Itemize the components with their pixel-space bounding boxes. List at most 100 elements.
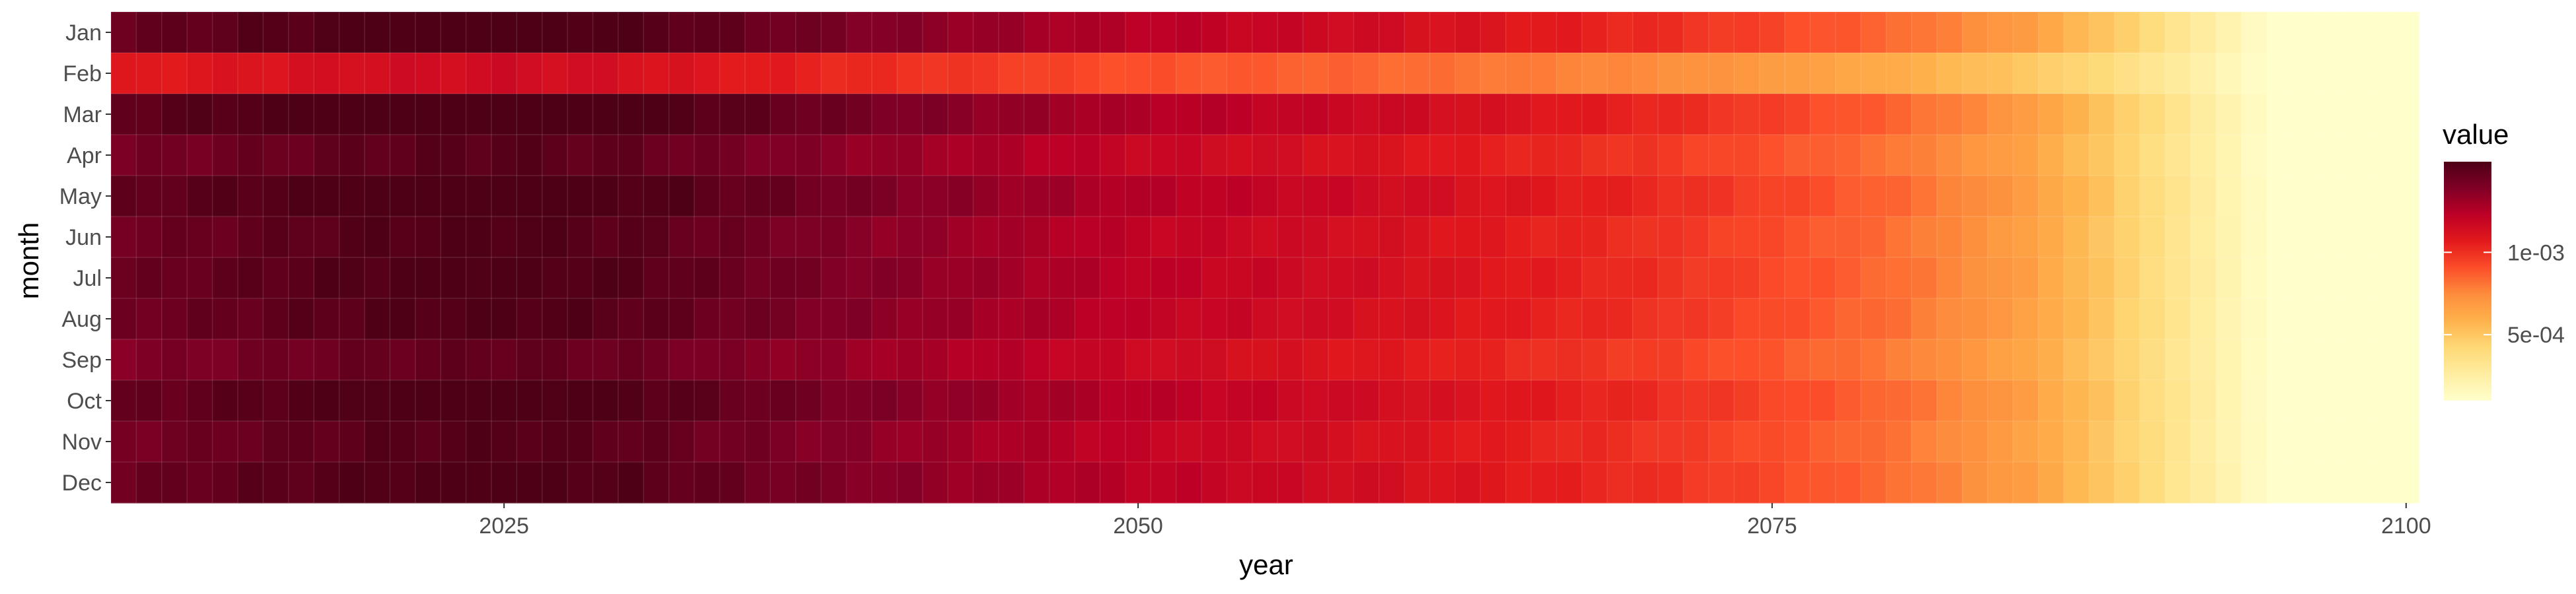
heatmap-cell: [2038, 380, 2065, 422]
heatmap-cell: [1480, 380, 1507, 422]
heatmap-cell: [1201, 216, 1228, 258]
heatmap-cell: [1454, 298, 1481, 340]
heatmap-cell: [2190, 135, 2217, 176]
heatmap-cell: [998, 135, 1024, 176]
heatmap-cell: [592, 53, 619, 94]
heatmap-cell: [922, 257, 948, 299]
heatmap-cell: [1176, 257, 1202, 299]
x-axis-ticks: 2025 2050 2075 2100: [479, 503, 2431, 539]
heatmap-cell: [643, 53, 670, 94]
heatmap-cell: [2114, 421, 2141, 463]
y-tick-label: Feb: [63, 61, 102, 86]
heatmap-cell: [1987, 421, 2014, 463]
heatmap-cell: [1024, 135, 1050, 176]
heatmap-cell: [744, 462, 771, 504]
heatmap-cell: [1861, 380, 1887, 422]
heatmap-cell: [1201, 462, 1228, 504]
heatmap-cell: [1252, 339, 1278, 381]
heatmap-cell: [1049, 462, 1075, 504]
heatmap-cell: [364, 53, 390, 94]
heatmap-cell: [897, 53, 923, 94]
heatmap-cell: [187, 339, 213, 381]
heatmap-cell: [364, 462, 390, 504]
heatmap-cell: [466, 462, 492, 504]
heatmap-cell: [1505, 53, 1532, 94]
heatmap-cell: [668, 176, 695, 217]
heatmap-cell: [1505, 421, 1532, 463]
heatmap-cell: [1607, 135, 1633, 176]
heatmap-cell: [187, 135, 213, 176]
heatmap-cell: [2241, 421, 2268, 463]
heatmap-cell: [1683, 53, 1709, 94]
heatmap-cell: [1810, 12, 1836, 53]
heatmap-cell: [897, 216, 923, 258]
heatmap-cell: [1227, 94, 1253, 135]
heatmap-cell: [2241, 216, 2268, 258]
heatmap-cell: [2063, 12, 2090, 53]
heatmap-cell: [1886, 216, 1912, 258]
heatmap-cell: [1632, 462, 1659, 504]
heatmap-cell: [2063, 462, 2090, 504]
heatmap-cell: [2317, 216, 2343, 258]
heatmap-cell: [1607, 380, 1633, 422]
heatmap-cell: [237, 421, 264, 463]
heatmap-cell: [2266, 257, 2293, 299]
heatmap-cell: [1785, 53, 1811, 94]
heatmap-cell: [1151, 462, 1177, 504]
heatmap-cell: [1632, 257, 1659, 299]
heatmap-cell: [1303, 216, 1329, 258]
heatmap-cell: [948, 176, 974, 217]
heatmap-cell: [770, 53, 797, 94]
heatmap-cell: [1454, 94, 1481, 135]
heatmap-cell: [542, 339, 568, 381]
heatmap-cell: [592, 216, 619, 258]
heatmap-cell: [288, 298, 314, 340]
heatmap-cell: [2013, 176, 2039, 217]
heatmap-cell: [161, 135, 188, 176]
heatmap-cell: [136, 176, 162, 217]
heatmap-cell: [592, 176, 619, 217]
heatmap-cell: [1378, 53, 1405, 94]
heatmap-cell: [871, 421, 898, 463]
heatmap-cell: [1277, 12, 1304, 53]
heatmap-cell: [1607, 421, 1633, 463]
heatmap-cell: [1861, 298, 1887, 340]
heatmap-cell: [390, 339, 416, 381]
heatmap-cell: [111, 94, 137, 135]
heatmap-cell: [719, 339, 746, 381]
heatmap-cell: [390, 298, 416, 340]
heatmap-cell: [795, 257, 822, 299]
heatmap-cell: [1759, 12, 1785, 53]
heatmap-cell: [187, 257, 213, 299]
heatmap-cell: [1987, 94, 2014, 135]
heatmap-cell: [1252, 135, 1278, 176]
heatmap-cell: [1962, 12, 1988, 53]
heatmap-cell: [973, 12, 999, 53]
heatmap-cell: [643, 339, 670, 381]
heatmap-cell: [1252, 53, 1278, 94]
heatmap-cell: [2393, 298, 2419, 340]
heatmap-cell: [1937, 135, 1963, 176]
heatmap-cell: [542, 176, 568, 217]
heatmap-cell: [1277, 380, 1304, 422]
heatmap-cell: [1734, 12, 1760, 53]
heatmap-cell: [1785, 421, 1811, 463]
heatmap-cell: [998, 53, 1024, 94]
heatmap-cell: [1835, 216, 1861, 258]
heatmap-cell: [161, 53, 188, 94]
heatmap-cell: [846, 462, 873, 504]
heatmap-cell: [2342, 380, 2369, 422]
heatmap-cell: [1277, 216, 1304, 258]
heatmap-cell: [1531, 216, 1557, 258]
heatmap-cell: [1176, 216, 1202, 258]
heatmap-cell: [998, 380, 1024, 422]
heatmap-cell: [1912, 339, 1938, 381]
heatmap-cell: [1531, 421, 1557, 463]
heatmap-cell: [846, 421, 873, 463]
heatmap-cell: [1962, 135, 1988, 176]
heatmap-cell: [542, 94, 568, 135]
heatmap-cell: [1353, 216, 1380, 258]
heatmap-cell: [263, 380, 289, 422]
y-axis-title: month: [13, 222, 44, 300]
